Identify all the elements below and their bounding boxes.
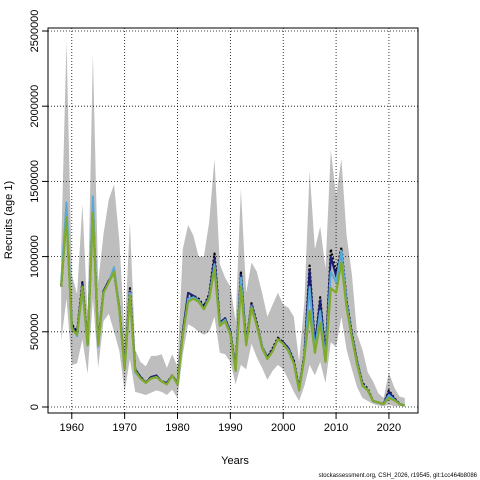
grid-layer — [48, 28, 418, 413]
x-tick-label-2000: 2000 — [271, 422, 295, 434]
plot-frame — [47, 27, 419, 414]
y-tick-label-500000: 500000 — [29, 313, 41, 350]
x-tick-label-2010: 2010 — [324, 422, 348, 434]
y-tick-label-0: 0 — [29, 404, 41, 410]
x-tick-label-1980: 1980 — [165, 422, 189, 434]
x-axis-title: Years — [221, 455, 249, 467]
y-tick-label-2500000: 2500000 — [29, 10, 41, 53]
x-tick-label-1990: 1990 — [218, 422, 242, 434]
y-tick-label-1500000: 1500000 — [29, 160, 41, 203]
y-tick-label-1000000: 1000000 — [29, 235, 41, 278]
footer-credit: stockassessment.org, CSH_2026, r19545, g… — [319, 473, 478, 479]
series-line-4 — [60, 211, 406, 407]
series-layer — [60, 195, 406, 407]
y-axis-title: Recruits (age 1) — [3, 181, 15, 259]
y-tick-label-2000000: 2000000 — [29, 85, 41, 128]
x-tick-label-1960: 1960 — [60, 422, 84, 434]
x-tick-label-2020: 2020 — [377, 422, 401, 434]
y-axis: 0 500000 1000000 1500000 2000000 2500000 — [29, 10, 48, 410]
x-axis: 1960 1970 1980 1990 2000 2010 2020 — [60, 413, 401, 434]
x-tick-label-1970: 1970 — [112, 422, 136, 434]
